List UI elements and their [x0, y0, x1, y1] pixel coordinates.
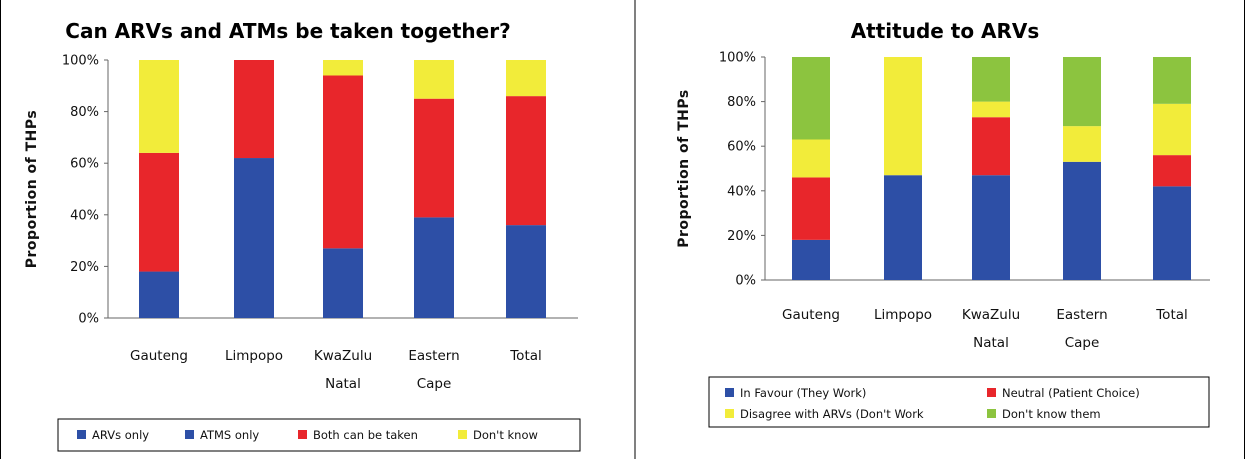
x-tick-label: Cape [417, 376, 452, 392]
legend-swatch [298, 430, 307, 439]
y-tick-label: 100% [62, 54, 99, 69]
bar-segment-in-favour-they-work [1063, 161, 1101, 280]
bar-segment-don-t-know-them [972, 57, 1010, 102]
legend-label: Don't know them [1002, 407, 1101, 421]
x-tick-label: Total [1155, 307, 1188, 323]
bar-segment-in-favour-they-work [1153, 186, 1191, 280]
legend-swatch [77, 430, 86, 439]
x-tick-label: KwaZulu [314, 348, 372, 364]
bar-segment-both-can-be-taken [234, 60, 274, 159]
legend-swatch [725, 409, 734, 418]
x-tick-label: Total [509, 348, 542, 364]
bar-segment-neutral-patient-choice [972, 117, 1010, 176]
legend-box [57, 418, 581, 452]
x-tick-label: Cape [1065, 335, 1100, 351]
bar-segment-neutral-patient-choice [792, 177, 830, 240]
legend-swatch [987, 388, 996, 397]
x-tick-label: Gauteng [782, 307, 840, 323]
y-tick-label: 20% [70, 260, 99, 275]
x-tick-label: Limpopo [225, 348, 283, 364]
bar-segment-disagree-with-arvs-don-t-work [972, 101, 1010, 118]
y-tick-label: 60% [70, 157, 99, 172]
x-tick-label: Eastern [1056, 307, 1107, 323]
bar-segment-arvs-only [234, 158, 274, 318]
legend-label: In Favour (They Work) [740, 386, 866, 400]
bar-segment-disagree-with-arvs-don-t-work [884, 57, 922, 176]
bar-segment-arvs-only [323, 248, 363, 318]
bar-segment-disagree-with-arvs-don-t-work [1063, 126, 1101, 162]
legend-label: ATMS only [200, 428, 259, 442]
y-tick-label: 80% [727, 95, 756, 110]
x-tick-label: KwaZulu [962, 307, 1020, 323]
bar-segment-in-favour-they-work [792, 239, 830, 280]
x-tick-label: Natal [325, 376, 361, 392]
x-tick-label: Limpopo [874, 307, 932, 323]
y-tick-label: 60% [727, 140, 756, 155]
bar-segment-arvs-only [139, 271, 179, 318]
legend-label: Don't know [473, 428, 538, 442]
bar-segment-neutral-patient-choice [1153, 155, 1191, 187]
chart-1: Can ARVs and ATMs be taken together? Prop… [24, 19, 581, 452]
legend-box [708, 376, 1210, 428]
y-tick-label: 40% [70, 208, 99, 223]
bar-segment-in-favour-they-work [972, 175, 1010, 280]
y-tick-label: 20% [727, 229, 756, 244]
bar-segment-arvs-only [414, 217, 454, 318]
y-axis-label: Proportion of THPs [676, 89, 692, 247]
bar-segment-disagree-with-arvs-don-t-work [792, 139, 830, 178]
x-tick-label: Gauteng [130, 348, 188, 364]
bar-segment-both-can-be-taken [139, 152, 179, 272]
bar-segment-don-t-know [414, 60, 454, 99]
chart-title: Can ARVs and ATMs be taken together? [65, 19, 510, 43]
legend-swatch [185, 430, 194, 439]
chart-title: Attitude to ARVs [851, 19, 1040, 43]
bar-segment-both-can-be-taken [414, 98, 454, 218]
legend-swatch [725, 388, 734, 397]
bar-segment-both-can-be-taken [323, 75, 363, 249]
bar-segment-don-t-know-them [792, 57, 830, 140]
bar-segment-both-can-be-taken [506, 96, 546, 226]
bar-segment-don-t-know [506, 60, 546, 97]
y-tick-label: 100% [719, 51, 756, 66]
legend-label: Disagree with ARVs (Don't Work [740, 407, 924, 421]
bar-segment-don-t-know-them [1153, 57, 1191, 104]
bar-segment-don-t-know-them [1063, 57, 1101, 127]
y-tick-label: 0% [735, 274, 756, 289]
y-tick-label: 80% [70, 105, 99, 120]
bar-segment-disagree-with-arvs-don-t-work [1153, 103, 1191, 156]
chart-2: Attitude to ARVs Proportion of THPs 0% 20% 4… [676, 19, 1210, 428]
bar-segment-don-t-know [139, 60, 179, 153]
bar-segment-in-favour-they-work [884, 175, 922, 280]
y-tick-label: 40% [727, 184, 756, 199]
bar-segment-don-t-know [323, 60, 363, 76]
legend-label: ARVs only [92, 428, 149, 442]
y-axis-label: Proportion of THPs [24, 110, 40, 268]
x-tick-label: Eastern [408, 348, 459, 364]
y-tick-label: 0% [78, 312, 99, 327]
bar-segment-arvs-only [506, 225, 546, 318]
legend-label: Both can be taken [313, 428, 418, 442]
legend-label: Neutral (Patient Choice) [1002, 386, 1140, 400]
legend-swatch [458, 430, 467, 439]
legend-swatch [987, 409, 996, 418]
x-tick-label: Natal [973, 335, 1009, 351]
